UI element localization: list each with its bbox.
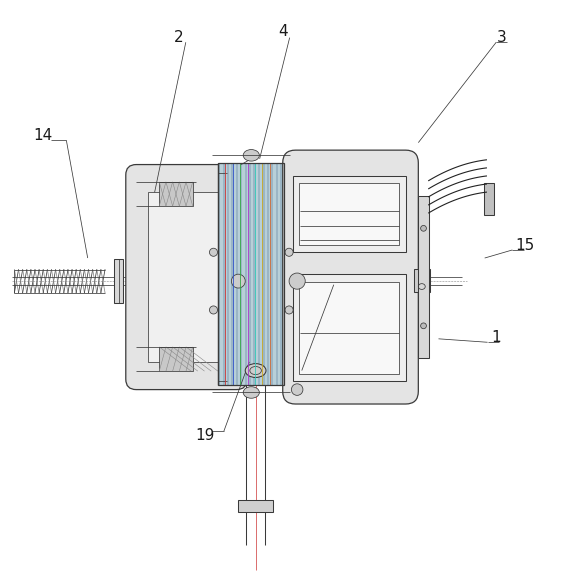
Bar — [218, 163, 220, 385]
Bar — [256, 163, 258, 385]
Ellipse shape — [243, 150, 259, 161]
Bar — [267, 163, 269, 385]
Bar — [293, 275, 406, 381]
Bar — [245, 163, 247, 385]
Text: 14: 14 — [33, 128, 53, 143]
Bar — [276, 163, 278, 385]
FancyBboxPatch shape — [126, 164, 247, 389]
Bar — [293, 175, 406, 252]
Bar — [258, 163, 260, 385]
Bar — [271, 163, 273, 385]
Bar — [263, 163, 264, 385]
Ellipse shape — [291, 384, 303, 395]
Bar — [159, 182, 193, 206]
Text: 15: 15 — [515, 238, 535, 253]
Ellipse shape — [209, 306, 218, 314]
Text: 3: 3 — [497, 30, 507, 45]
Bar — [299, 183, 399, 245]
Bar — [278, 163, 280, 385]
Bar — [240, 163, 242, 385]
Bar — [114, 259, 123, 303]
Ellipse shape — [231, 274, 245, 288]
Text: 1: 1 — [492, 330, 501, 345]
Bar — [253, 163, 256, 385]
Ellipse shape — [209, 248, 218, 257]
Bar — [224, 163, 227, 385]
Bar — [236, 163, 238, 385]
Ellipse shape — [285, 248, 293, 257]
Bar — [233, 345, 279, 364]
Bar — [242, 163, 245, 385]
Ellipse shape — [421, 226, 426, 231]
Ellipse shape — [285, 306, 293, 314]
Bar — [280, 163, 282, 385]
Bar — [227, 163, 229, 385]
Bar — [238, 163, 240, 385]
Text: 19: 19 — [195, 429, 215, 443]
Bar — [148, 192, 231, 362]
Ellipse shape — [243, 387, 259, 398]
Bar — [223, 163, 224, 385]
Bar — [414, 269, 430, 292]
Bar — [247, 163, 249, 385]
Bar — [234, 163, 236, 385]
Bar — [249, 163, 252, 385]
Bar — [299, 282, 399, 374]
Bar — [418, 196, 429, 359]
Bar — [282, 163, 284, 385]
Bar — [264, 163, 267, 385]
Bar — [273, 163, 276, 385]
Ellipse shape — [245, 364, 266, 377]
Bar — [484, 184, 494, 215]
Bar — [252, 163, 253, 385]
Bar — [229, 163, 231, 385]
Bar — [231, 163, 234, 385]
Bar — [260, 163, 263, 385]
Bar — [218, 163, 284, 385]
Bar — [220, 163, 223, 385]
Text: 4: 4 — [278, 24, 287, 39]
Ellipse shape — [289, 273, 305, 289]
FancyBboxPatch shape — [283, 150, 418, 404]
Bar — [238, 500, 273, 512]
Bar — [159, 347, 193, 371]
Ellipse shape — [421, 323, 426, 329]
Text: 2: 2 — [174, 30, 183, 45]
Bar — [269, 163, 271, 385]
